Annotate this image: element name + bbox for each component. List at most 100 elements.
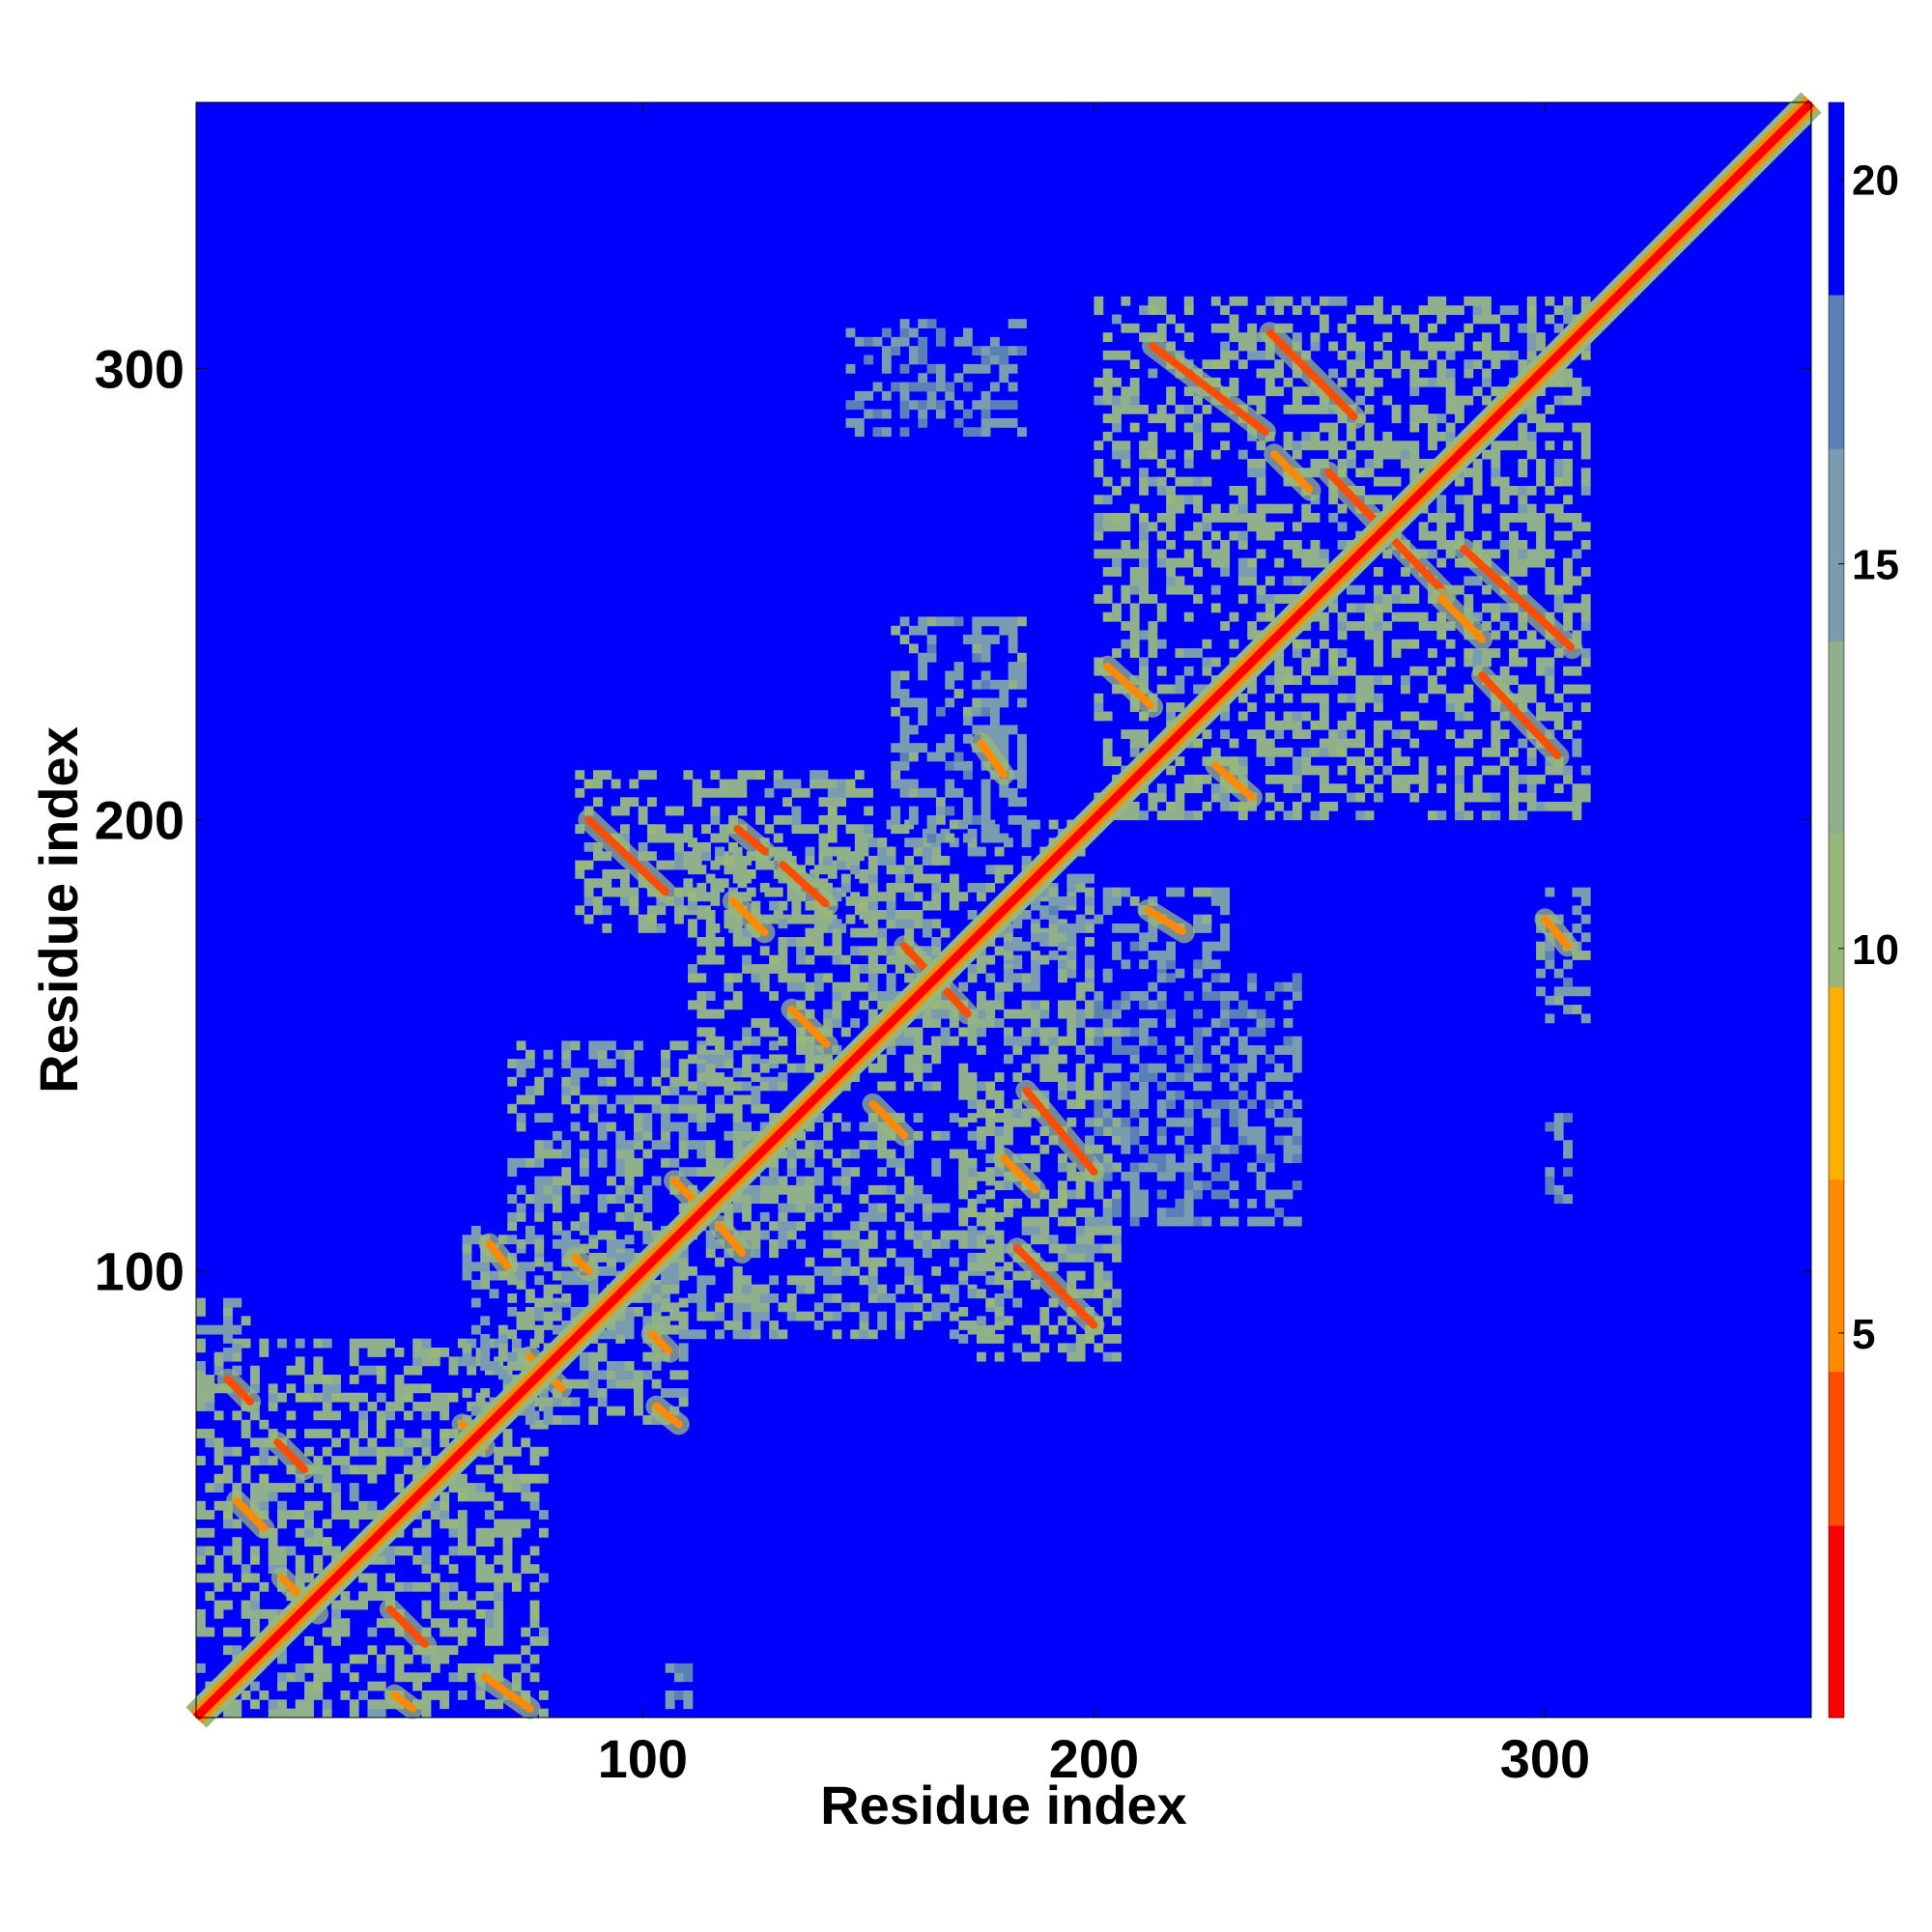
contact-cell bbox=[1418, 377, 1429, 387]
contact-cell bbox=[1283, 675, 1293, 685]
contact-cell bbox=[1102, 1208, 1113, 1218]
contact-cell bbox=[1553, 986, 1564, 997]
contact-cell bbox=[778, 919, 788, 929]
contact-cell bbox=[1310, 332, 1321, 343]
contact-cell bbox=[696, 954, 707, 965]
contact-cell bbox=[1031, 1198, 1040, 1208]
contact-cell bbox=[440, 1437, 450, 1448]
contact-cell bbox=[1156, 305, 1167, 316]
contact-cell bbox=[1121, 1171, 1131, 1181]
contact-cell bbox=[205, 1324, 215, 1335]
contact-cell bbox=[313, 1429, 324, 1438]
contact-cell bbox=[1545, 1122, 1555, 1132]
contact-cell bbox=[859, 1321, 869, 1330]
contact-segments-layer bbox=[216, 322, 1583, 1719]
contact-cell bbox=[1012, 1270, 1023, 1281]
contact-cell bbox=[692, 851, 702, 862]
contact-cell bbox=[696, 1275, 707, 1286]
contact-cell bbox=[1048, 914, 1059, 924]
contact-cell bbox=[1102, 1162, 1113, 1173]
contact-cell bbox=[769, 1176, 779, 1186]
contact-cell bbox=[867, 964, 878, 974]
contact-cell bbox=[502, 1537, 513, 1548]
contact-cell bbox=[570, 1086, 581, 1095]
contact-cell bbox=[1166, 1208, 1176, 1218]
contact-cell bbox=[349, 1356, 359, 1367]
contact-cell bbox=[1202, 951, 1212, 960]
contact-cell bbox=[980, 833, 991, 843]
contact-cell bbox=[1445, 341, 1456, 352]
contact-cell bbox=[1264, 1198, 1275, 1208]
contact-cell bbox=[705, 1054, 716, 1065]
contact-cell bbox=[1210, 323, 1221, 333]
contact-cell bbox=[1292, 1216, 1302, 1227]
contact-cell bbox=[1264, 792, 1275, 803]
contact-cell bbox=[1553, 720, 1564, 730]
contact-cell bbox=[1572, 630, 1582, 640]
contact-cell bbox=[656, 905, 667, 916]
contact-cell bbox=[895, 1257, 905, 1267]
contact-cell bbox=[1202, 657, 1212, 668]
contact-cell bbox=[931, 919, 942, 929]
contact-cell bbox=[1075, 1270, 1086, 1281]
contact-cell bbox=[412, 1356, 423, 1367]
contact-cell bbox=[985, 1334, 996, 1344]
contact-cell bbox=[534, 1149, 545, 1159]
contact-cell bbox=[331, 1608, 341, 1619]
contact-cell bbox=[859, 1257, 869, 1267]
contact-cell bbox=[926, 390, 937, 401]
contact-cell bbox=[989, 336, 1000, 347]
contact-cell bbox=[1121, 621, 1131, 631]
contact-cell bbox=[1121, 991, 1131, 1001]
contact-cell bbox=[223, 1708, 233, 1719]
contact-cell bbox=[913, 1284, 923, 1294]
contact-cell bbox=[1193, 810, 1203, 821]
contact-cell bbox=[1274, 359, 1285, 370]
contact-cell bbox=[1545, 584, 1555, 595]
contact-cell bbox=[769, 1238, 779, 1249]
contact-cell bbox=[1264, 1018, 1275, 1028]
contact-cell bbox=[223, 1446, 233, 1457]
contact-cell bbox=[908, 625, 919, 636]
contact-cell bbox=[1166, 1090, 1176, 1100]
contact-cell bbox=[430, 1392, 440, 1403]
contact-cell bbox=[782, 814, 792, 825]
contact-cell bbox=[1283, 783, 1293, 794]
contact-cell bbox=[918, 662, 928, 671]
contact-cell bbox=[1229, 503, 1239, 514]
contact-cell bbox=[751, 1302, 761, 1313]
contact-cell bbox=[985, 1108, 996, 1119]
contact-cell bbox=[715, 1072, 724, 1082]
contact-cell bbox=[268, 1708, 278, 1719]
contact-cell bbox=[1102, 1306, 1113, 1317]
contact-cell bbox=[607, 1076, 616, 1087]
contact-cell bbox=[881, 390, 892, 401]
contact-cell bbox=[1337, 729, 1348, 740]
contact-cell bbox=[1102, 594, 1113, 604]
contact-cell bbox=[1012, 914, 1023, 924]
contact-cell bbox=[1337, 522, 1348, 532]
contact-cell bbox=[786, 1311, 797, 1321]
contact-cell bbox=[899, 779, 910, 789]
contact-cell bbox=[511, 1527, 522, 1538]
contact-cell bbox=[759, 981, 770, 992]
contact-cell bbox=[913, 1238, 923, 1249]
contact-cell bbox=[1021, 1036, 1032, 1046]
contact-cell bbox=[457, 1600, 468, 1610]
contact-cell bbox=[1536, 774, 1546, 784]
contact-cell bbox=[1283, 1090, 1293, 1100]
contact-cell bbox=[277, 1546, 287, 1556]
contact-cell bbox=[331, 1456, 341, 1465]
contact-cell bbox=[313, 1464, 324, 1475]
contact-cell bbox=[642, 1284, 653, 1294]
contact-cell bbox=[908, 382, 919, 392]
contact-cell bbox=[1553, 1184, 1564, 1195]
contact-cell bbox=[891, 670, 901, 681]
contact-cell bbox=[1463, 503, 1474, 514]
contact-cell bbox=[1436, 431, 1447, 441]
contact-cell bbox=[507, 1275, 518, 1286]
contact-cell bbox=[972, 724, 982, 735]
contact-cell bbox=[805, 1122, 815, 1132]
contact-cell bbox=[931, 1018, 942, 1028]
contact-cell bbox=[1166, 1009, 1176, 1019]
